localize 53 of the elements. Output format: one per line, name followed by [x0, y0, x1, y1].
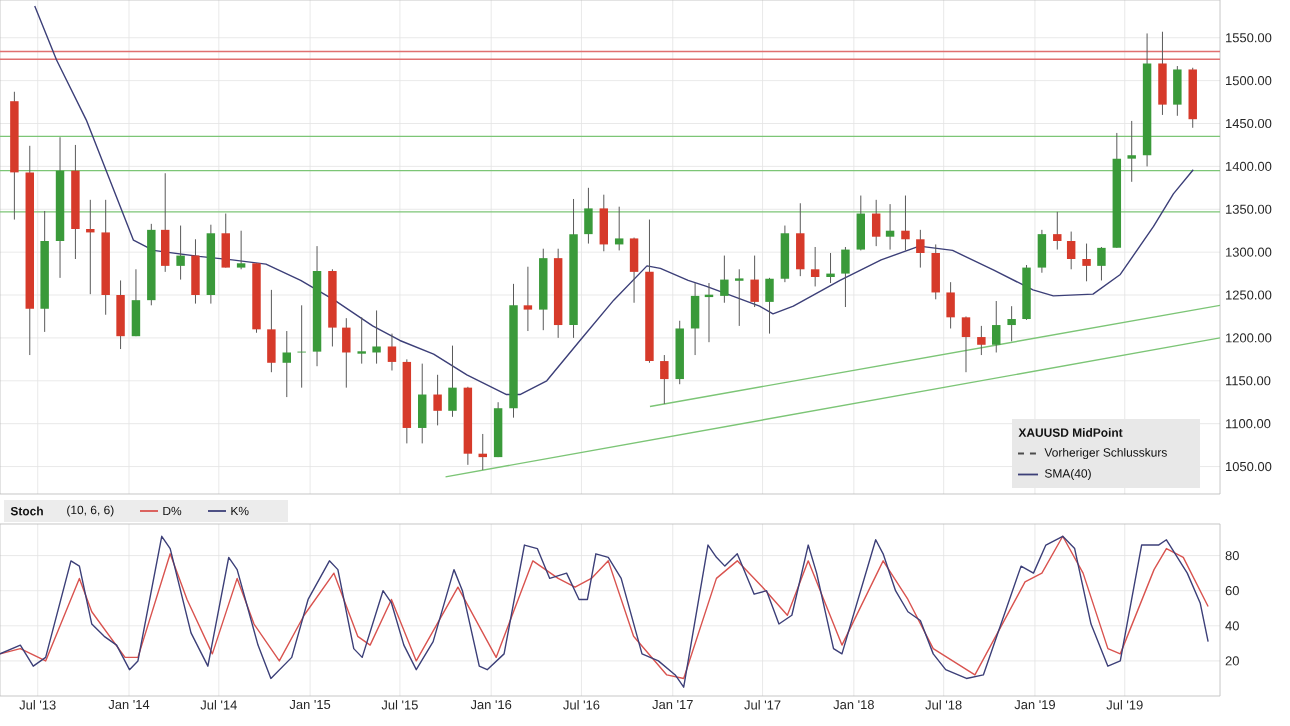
candlestick	[356, 316, 368, 365]
candlestick	[1127, 120, 1136, 183]
candlestick	[660, 354, 669, 405]
candlestick	[901, 195, 910, 251]
candlestick	[1097, 246, 1106, 281]
candlestick	[599, 194, 609, 252]
candlestick	[433, 374, 442, 426]
candlestick	[282, 330, 291, 398]
candlestick	[160, 172, 170, 273]
candlestick	[176, 225, 185, 281]
candlestick	[417, 363, 427, 444]
candlestick	[810, 246, 820, 287]
candlestick	[720, 255, 729, 304]
candlestick	[1037, 229, 1047, 274]
candlestick	[780, 225, 790, 283]
candlestick	[1173, 65, 1182, 117]
candlestick	[946, 281, 955, 329]
candlestick	[961, 315, 971, 373]
candlestick	[871, 199, 881, 247]
candlestick	[1053, 211, 1062, 251]
candlestick	[86, 199, 95, 295]
candlestick	[977, 325, 986, 356]
candlestick	[841, 246, 850, 308]
candlestick	[221, 213, 230, 269]
candlestick	[523, 266, 533, 332]
candlestick	[765, 277, 774, 335]
candlestick	[1007, 305, 1016, 342]
candlestick	[614, 206, 624, 251]
candlestick	[584, 187, 593, 245]
candlestick	[116, 279, 125, 350]
candlestick	[826, 252, 835, 284]
candlestick	[267, 289, 276, 373]
candlestick	[131, 268, 141, 337]
candlestick	[387, 333, 397, 371]
candlestick	[885, 203, 895, 251]
candlestick	[690, 282, 700, 356]
candlestick	[992, 300, 1001, 353]
candlestick	[733, 268, 745, 327]
candlestick	[931, 243, 940, 300]
candlestick	[856, 195, 866, 251]
candlestick	[796, 202, 805, 277]
candlestick	[916, 229, 925, 269]
candlestick	[750, 255, 759, 308]
candlestick	[236, 230, 246, 270]
candlestick	[448, 345, 457, 418]
line-series	[34, 5, 1194, 396]
candlestick	[1158, 31, 1167, 116]
candlestick	[191, 238, 200, 305]
candlestick	[629, 237, 639, 304]
candlestick	[1066, 231, 1076, 270]
candlestick	[1082, 243, 1091, 282]
candlestick	[372, 309, 381, 365]
candlestick	[342, 317, 351, 389]
